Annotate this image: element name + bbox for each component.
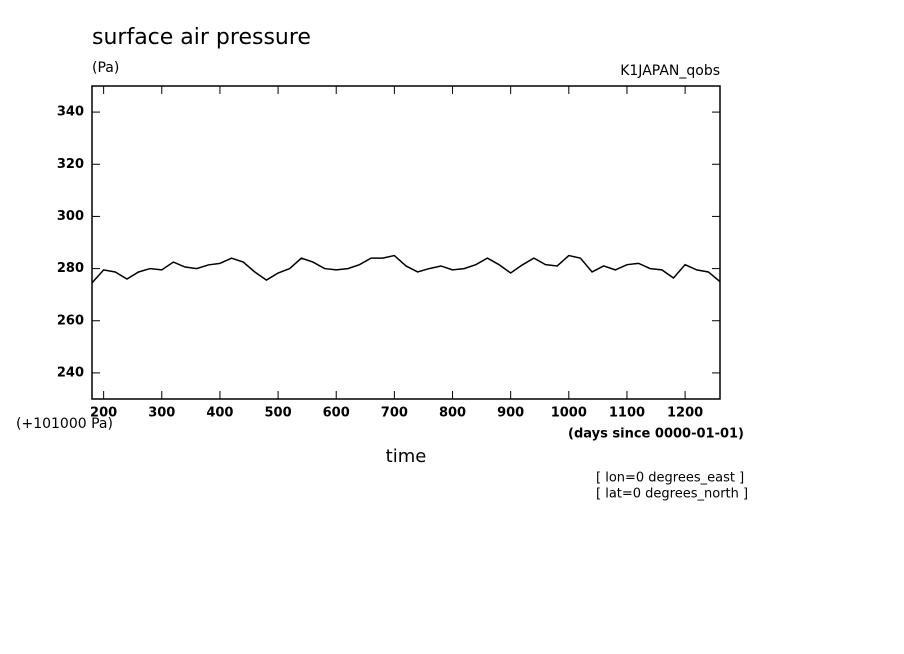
y-unit-label: (Pa) (92, 60, 119, 76)
chart-title: surface air pressure (92, 25, 311, 50)
x-tick-label: 800 (439, 406, 466, 421)
y-offset-label: (+101000 Pa) (16, 416, 113, 432)
x-tick-label: 1100 (609, 406, 645, 421)
x-tick-label: 1200 (667, 406, 703, 421)
x-tick-label: 1000 (551, 406, 587, 421)
x-tick-label: 700 (381, 406, 408, 421)
x-axis-label: time (386, 446, 427, 467)
x-tick-label: 400 (206, 406, 233, 421)
x-tick-label: 200 (90, 406, 117, 421)
y-tick-label: 280 (57, 261, 84, 276)
x-unit-label: (days since 0000-01-01) (568, 427, 744, 442)
y-tick-label: 300 (57, 209, 84, 224)
annotation: [ lat=0 degrees_north ] (596, 487, 748, 502)
annotation: [ lon=0 degrees_east ] (596, 471, 744, 486)
y-tick-label: 260 (57, 313, 84, 328)
data-line (91, 254, 721, 284)
y-tick-label: 320 (57, 157, 84, 172)
x-tick-label: 300 (148, 406, 175, 421)
y-tick-label: 340 (57, 105, 84, 120)
plot-frame (91, 85, 721, 400)
y-tick-label: 240 (57, 365, 84, 380)
dataset-label: K1JAPAN_qobs (620, 63, 720, 79)
x-tick-label: 600 (323, 406, 350, 421)
x-tick-label: 900 (497, 406, 524, 421)
x-tick-label: 500 (265, 406, 292, 421)
